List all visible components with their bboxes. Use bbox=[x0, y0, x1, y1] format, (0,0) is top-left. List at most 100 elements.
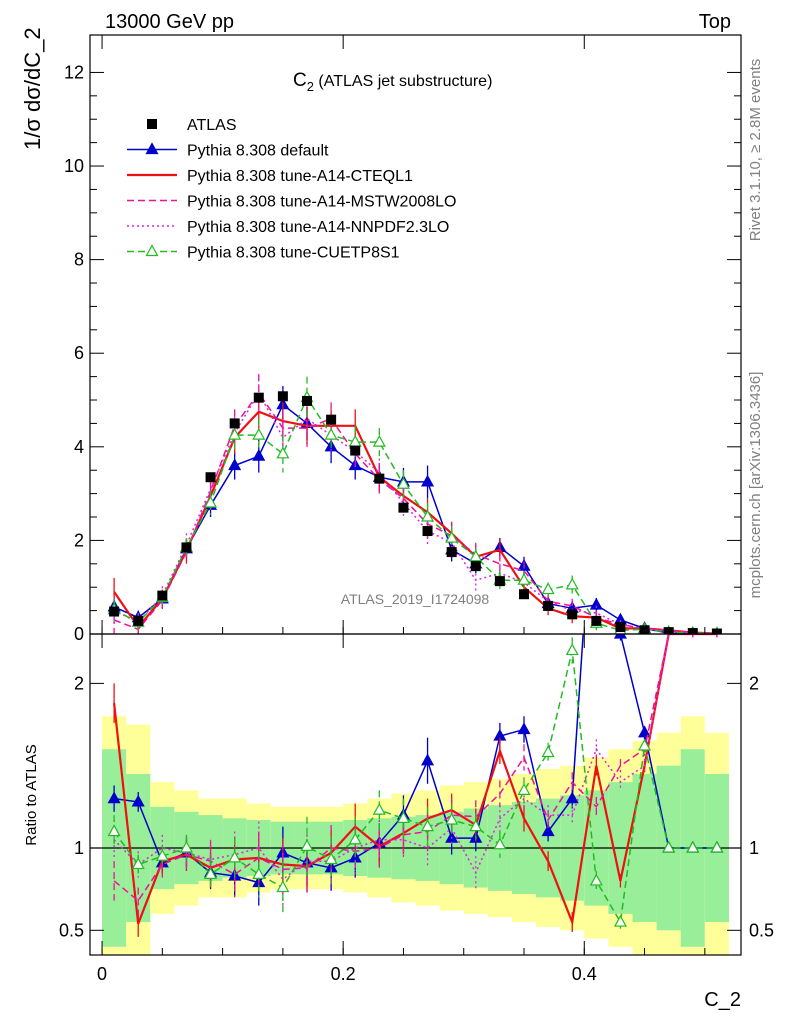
data-point bbox=[615, 621, 626, 632]
y-tick-label-main: 12 bbox=[64, 62, 84, 82]
data-point bbox=[133, 615, 144, 626]
main-series-0-marker bbox=[252, 448, 266, 461]
main-series-4-marker bbox=[324, 427, 338, 440]
legend-marker bbox=[147, 119, 157, 129]
y-axis-label-main: 1/σ dσ/dC_2 bbox=[20, 27, 45, 150]
data-point bbox=[543, 600, 554, 611]
ratio-series-1-line bbox=[113, 634, 717, 927]
main-series-4-marker bbox=[517, 572, 531, 585]
ratio-series-0-marker bbox=[613, 634, 627, 639]
data-point bbox=[470, 561, 481, 572]
ratio-series-4-marker bbox=[613, 914, 627, 927]
data-point bbox=[181, 542, 192, 553]
ratio-series-4-marker bbox=[445, 812, 459, 825]
chart-title-sub: 2 bbox=[307, 79, 314, 94]
ratio-series-0-marker bbox=[107, 791, 121, 804]
data-point bbox=[205, 472, 216, 483]
ratio-series-4-marker bbox=[276, 880, 290, 893]
main-series-4-marker bbox=[204, 495, 218, 508]
data-point bbox=[663, 627, 674, 634]
y-tick-label-ratio: 2 bbox=[74, 673, 84, 693]
main-series-0-marker bbox=[421, 474, 435, 487]
data-point bbox=[687, 628, 698, 634]
ratio-series-0-marker bbox=[131, 794, 145, 807]
legend-marker bbox=[145, 142, 159, 155]
ratio-series-4-marker bbox=[372, 802, 386, 815]
ratio-series-4-marker bbox=[131, 857, 145, 870]
legend: ATLAS Pythia 8.308 default Pythia 8.308 tu… bbox=[127, 117, 456, 262]
y-tick-label-main: 8 bbox=[74, 250, 84, 270]
main-series-4-marker bbox=[372, 434, 386, 447]
main-series-4-marker bbox=[469, 549, 483, 562]
main-series-4-marker bbox=[276, 446, 290, 459]
ratio-series-4-marker bbox=[252, 867, 266, 879]
y-tick-label-main: 6 bbox=[74, 343, 84, 363]
y-tick-label-ratio: 1 bbox=[74, 838, 84, 858]
ratio-series-4-marker bbox=[662, 840, 676, 853]
data-point bbox=[302, 395, 312, 406]
main-series-4-marker bbox=[396, 477, 410, 489]
analysis-label: ATLAS_2019_I1724098 bbox=[341, 591, 490, 607]
ratio-series-4-marker bbox=[469, 819, 483, 832]
ratio-series-4-marker bbox=[565, 643, 579, 656]
ratio-series-4-marker bbox=[589, 873, 603, 886]
chart-title-suffix: (ATLAS jet substructure) bbox=[314, 73, 492, 90]
header-right: Top bbox=[699, 11, 731, 33]
main-series-4-marker bbox=[565, 577, 579, 590]
y-axis-label-main-text: 1/σ dσ/dC_2 bbox=[20, 27, 45, 150]
y-tick-label-ratio-right: 2 bbox=[749, 673, 759, 693]
ratio-series-4-marker bbox=[107, 824, 121, 837]
data-point bbox=[374, 473, 385, 484]
data-point bbox=[229, 418, 240, 429]
data-point bbox=[567, 609, 578, 620]
main-series-4-marker bbox=[445, 530, 459, 543]
y-tick-label-ratio: 0.5 bbox=[59, 920, 84, 940]
main-series-0-marker bbox=[589, 597, 603, 610]
legend-label: Pythia 8.308 tune-CUETP8S1 bbox=[187, 245, 400, 262]
ratio-series-layer bbox=[107, 430, 724, 937]
ratio-series-0-marker bbox=[421, 753, 435, 766]
x-tick-label: 0.4 bbox=[572, 964, 597, 984]
main-series-0-line bbox=[113, 403, 717, 634]
legend-label: Pythia 8.308 tune-A14-MSTW2008LO bbox=[187, 194, 456, 211]
main-series-4-marker bbox=[228, 427, 242, 440]
ratio-series-4-marker bbox=[421, 819, 435, 832]
ratio-series-4-marker bbox=[638, 738, 652, 751]
data-point bbox=[326, 414, 337, 425]
ratio-series-4-marker bbox=[493, 837, 507, 850]
legend-marker bbox=[145, 244, 159, 257]
ratio-frame bbox=[89, 633, 742, 956]
data-point bbox=[711, 628, 722, 634]
data-point bbox=[591, 615, 602, 626]
x-axis-label: C_2 bbox=[704, 989, 741, 1011]
ratio-series-0-marker bbox=[591, 430, 602, 440]
data-point bbox=[253, 392, 264, 403]
y-tick-label-main: 4 bbox=[74, 437, 84, 457]
ratio-series-4-marker bbox=[686, 840, 700, 853]
data-point bbox=[350, 445, 361, 456]
ratio-series-4-marker bbox=[517, 783, 531, 795]
ratio-series-4-line bbox=[113, 650, 717, 925]
x-tick-label: 0 bbox=[97, 964, 107, 984]
y-tick-label-ratio-right: 0.5 bbox=[749, 920, 774, 940]
ratio-series-0-marker bbox=[541, 824, 555, 837]
rivet-label: Rivet 3.1.10, ≥ 2.8M events bbox=[747, 59, 764, 242]
y-tick-label-main: 10 bbox=[64, 156, 84, 176]
ratio-series-3-line bbox=[113, 634, 717, 881]
data-point bbox=[519, 589, 529, 600]
x-tick-label: 0.2 bbox=[331, 964, 356, 984]
data-point bbox=[494, 576, 505, 587]
chart-title: C2 (ATLAS jet substructure) bbox=[293, 70, 492, 94]
legend-label: Pythia 8.308 tune-A14-CTEQL1 bbox=[187, 168, 413, 185]
data-point bbox=[277, 391, 288, 402]
ratio-series-4-marker bbox=[300, 839, 314, 851]
ratio-series-4-marker bbox=[348, 832, 362, 845]
y-tick-label-ratio-right: 1 bbox=[749, 838, 759, 858]
ratio-series-2-line bbox=[113, 634, 717, 902]
data-point bbox=[109, 606, 120, 617]
data-point bbox=[157, 590, 168, 601]
y-axis-label-ratio: Ratio to ATLAS bbox=[23, 744, 40, 845]
main-series-4-marker bbox=[541, 582, 555, 595]
